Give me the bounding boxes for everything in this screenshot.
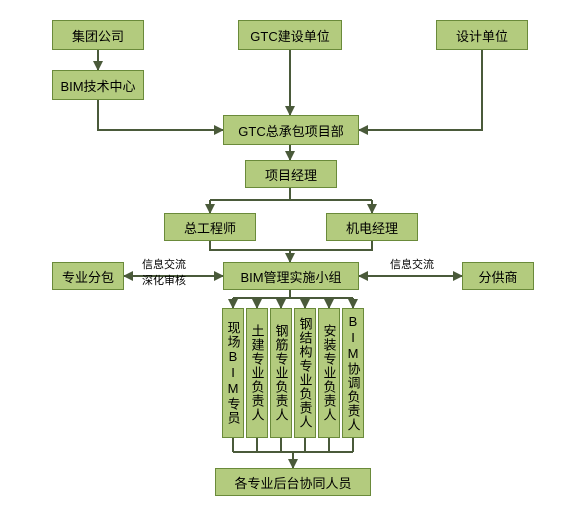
node-steel: 钢结构专业负责人: [294, 308, 316, 438]
node-label: BIM技术中心: [60, 76, 135, 95]
node-group-company: 集团公司: [52, 20, 144, 50]
node-specialist-sub: 专业分包: [52, 262, 124, 290]
node-label: BIM管理实施小组: [240, 267, 341, 286]
edge-label-info-right: 信息交流: [390, 256, 434, 272]
flowchart-canvas: 集团公司 GTC建设单位 设计单位 BIM技术中心 GTC总承包项目部 项目经理…: [0, 0, 580, 507]
node-rebar: 钢筋专业负责人: [270, 308, 292, 438]
node-backend-staff: 各专业后台协同人员: [215, 468, 371, 496]
node-label: GTC建设单位: [250, 26, 329, 45]
node-bim-center: BIM技术中心: [52, 70, 144, 100]
node-supplier: 分供商: [462, 262, 534, 290]
node-label: 总工程师: [184, 218, 236, 237]
node-gtc-builder: GTC建设单位: [238, 20, 342, 50]
node-gtc-pm-office: GTC总承包项目部: [223, 115, 359, 145]
node-label: 集团公司: [72, 26, 124, 45]
edge-label-info-left: 信息交流: [142, 256, 186, 272]
node-bim-coord: BIM协调负责人: [342, 308, 364, 438]
node-site-bim: 现场BIM专员: [222, 308, 244, 438]
edge-label-deep-review: 深化审核: [142, 272, 186, 288]
node-label: 钢结构专业负责人: [295, 309, 315, 437]
node-project-manager: 项目经理: [245, 160, 337, 188]
node-label: 现场BIM专员: [223, 309, 243, 437]
node-bim-team: BIM管理实施小组: [223, 262, 359, 290]
node-design-unit: 设计单位: [436, 20, 528, 50]
node-label: 各专业后台协同人员: [234, 473, 351, 492]
node-civil: 土建专业负责人: [246, 308, 268, 438]
node-label: 机电经理: [346, 218, 398, 237]
node-label: GTC总承包项目部: [238, 121, 343, 140]
node-label: 安装专业负责人: [319, 309, 339, 437]
node-label: 土建专业负责人: [247, 309, 267, 437]
node-chief-engineer: 总工程师: [164, 213, 256, 241]
node-install: 安装专业负责人: [318, 308, 340, 438]
node-label: 专业分包: [62, 267, 114, 286]
node-label: BIM协调负责人: [343, 309, 363, 437]
node-label: 分供商: [478, 267, 517, 286]
node-label: 项目经理: [265, 165, 317, 184]
node-label: 钢筋专业负责人: [271, 309, 291, 437]
node-label: 设计单位: [456, 26, 508, 45]
node-mech-elec-manager: 机电经理: [326, 213, 418, 241]
